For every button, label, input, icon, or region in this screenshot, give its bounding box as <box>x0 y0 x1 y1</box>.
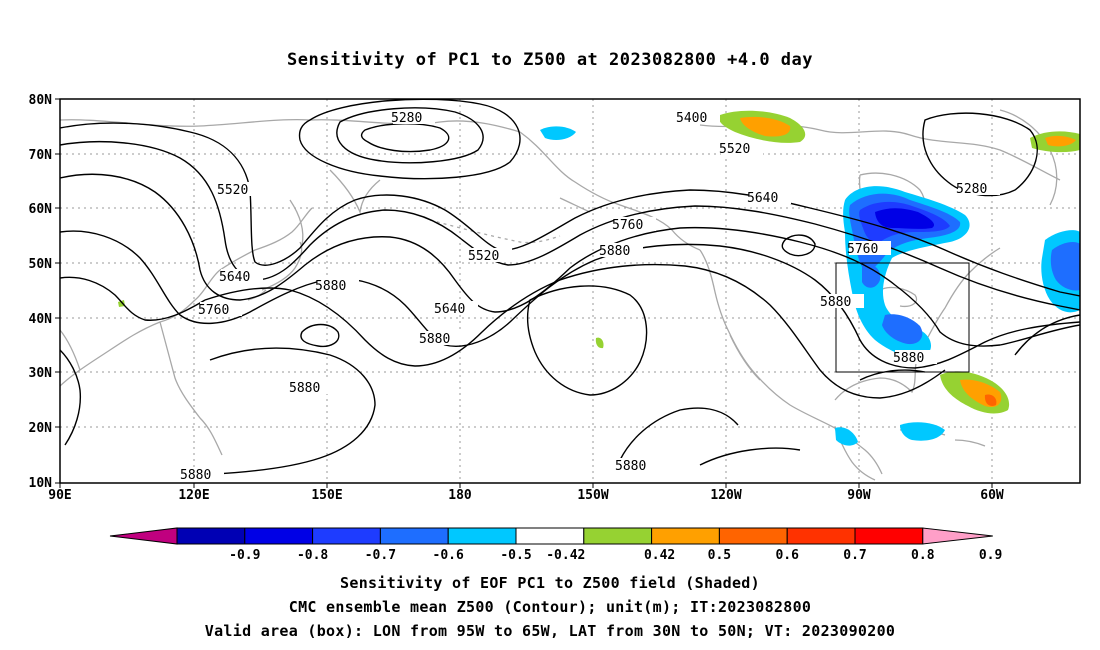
contour-label: 5760 <box>198 303 229 318</box>
contour-label: 5640 <box>219 270 250 285</box>
contour-label: 5880 <box>893 351 924 366</box>
contour-label: 5280 <box>391 111 422 126</box>
colorbar-arrow-low <box>109 527 178 545</box>
colorbar-swatch <box>786 527 856 545</box>
axis-ticks <box>55 98 993 488</box>
lon-label: 60W <box>980 488 1004 503</box>
contour-label: 5640 <box>434 302 465 317</box>
colorbar-swatch <box>718 527 788 545</box>
map-title: Sensitivity of PC1 to Z500 at 2023082800… <box>286 50 813 70</box>
contour-label: 5520 <box>468 249 499 264</box>
contour-label: 5880 <box>289 381 320 396</box>
map-frame-bg <box>60 99 1080 483</box>
latitude-labels: 80N 70N 60N 50N 40N 30N 20N 10N <box>29 93 53 491</box>
lon-label: 180 <box>448 488 472 503</box>
colorbar-swatch <box>244 527 314 545</box>
colorbar-tick-label: 0.42 <box>644 548 675 563</box>
colorbar-tick-label: 0.7 <box>843 548 866 563</box>
contour-label: 5880 <box>820 295 851 310</box>
contour-label: 5880 <box>315 279 346 294</box>
lon-label: 120W <box>710 488 741 503</box>
contour-label: 5520 <box>217 183 248 198</box>
colorbar-swatch <box>651 527 720 545</box>
valid-area-box <box>835 262 970 373</box>
colorbar-swatch <box>583 527 653 545</box>
colorbar-tick-label: 0.6 <box>775 548 799 563</box>
colorbar-tick-label: 0.5 <box>708 548 731 563</box>
lat-label: 30N <box>29 366 53 381</box>
lon-label: 90W <box>847 488 871 503</box>
longitude-labels: 90E 120E 150E 180 150W 120W 90W 60W <box>48 488 1004 503</box>
colorbar-tick-label: -0.6 <box>433 548 464 563</box>
colorbar-tick-label: -0.5 <box>500 548 531 563</box>
colorbar-swatch <box>312 527 381 545</box>
lon-label: 120E <box>178 488 209 503</box>
contour-label: 5760 <box>612 218 643 233</box>
contour-label: 5880 <box>419 332 450 347</box>
contour-label: 5520 <box>719 142 750 157</box>
caption-line-3: Valid area (box): LON from 95W to 65W, L… <box>204 622 896 640</box>
lat-label: 70N <box>29 148 53 163</box>
contour-label: 5760 <box>847 242 878 257</box>
lat-label: 40N <box>29 312 53 327</box>
colorbar-tick-label: -0.9 <box>229 548 260 563</box>
lat-label: 10N <box>29 476 53 491</box>
map-frame <box>59 98 1081 484</box>
contour-label: 5400 <box>676 111 707 126</box>
sensitivity-shading <box>118 110 1080 446</box>
colorbar-tick-label: -0.8 <box>297 548 328 563</box>
colorbar-swatch <box>447 527 517 545</box>
colorbar-swatch <box>515 527 585 545</box>
contour-label: 5640 <box>747 191 778 206</box>
caption-line-2: CMC ensemble mean Z500 (Contour); unit(m… <box>288 598 812 616</box>
contour-label: 5880 <box>615 459 646 474</box>
colorbar-swatch <box>379 527 449 545</box>
colorbar-swatch <box>854 527 924 545</box>
lat-label: 20N <box>29 421 53 436</box>
lat-label: 60N <box>29 202 53 217</box>
contour-label: 5880 <box>599 244 630 259</box>
contour-label: 5280 <box>956 182 987 197</box>
lat-label: 80N <box>29 93 53 108</box>
contour-label: 5880 <box>180 468 211 483</box>
contour-labels: 5280 5400 5520 5520 5280 5640 5520 5760 … <box>180 110 1000 483</box>
colorbar: -0.9 -0.8 -0.7 -0.6 -0.5 -0.42 0.42 0.5 0.6 0.7 0.… <box>109 527 1002 563</box>
lon-label: 90E <box>48 488 71 503</box>
lon-label: 150E <box>311 488 342 503</box>
colorbar-tick-label: -0.7 <box>365 548 396 563</box>
colorbar-swatch <box>176 527 246 545</box>
colorbar-tick-label: -0.42 <box>546 548 585 563</box>
z500-contours <box>60 99 1080 475</box>
colorbar-arrow-high <box>922 527 993 545</box>
lat-label: 50N <box>29 257 53 272</box>
colorbar-tick-label: 0.8 <box>911 548 935 563</box>
colorbar-tick-label: 0.9 <box>979 548 1002 563</box>
lon-label: 150W <box>577 488 608 503</box>
caption-line-1: Sensitivity of EOF PC1 to Z500 field (Sh… <box>340 574 760 592</box>
